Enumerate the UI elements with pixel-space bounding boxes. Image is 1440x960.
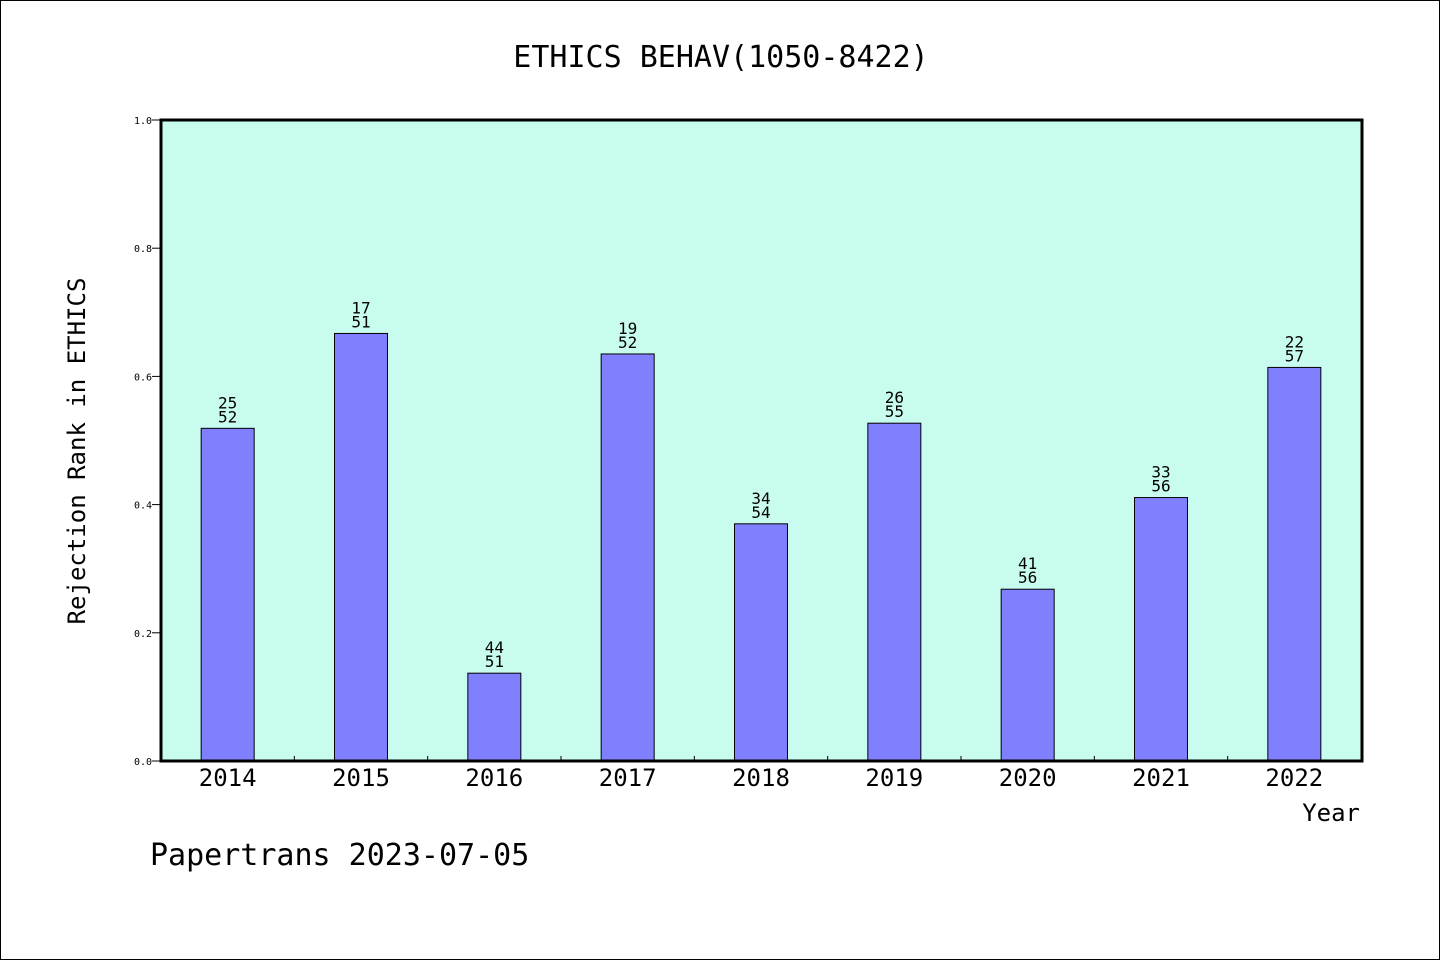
data-label-numerator: 19: [618, 319, 637, 338]
data-label-numerator: 44: [485, 638, 504, 657]
data-label-denominator: 54: [751, 503, 770, 522]
bar-2017: [600, 353, 655, 762]
plot-border: [159, 118, 1364, 763]
x-tick-label: 2015: [332, 764, 390, 792]
y-tick-label: 0.8: [134, 244, 152, 255]
footer-credit: Papertrans 2023-07-05: [150, 838, 529, 873]
y-axis-label: Rejection Rank in ETHICS: [63, 278, 91, 625]
bar-2014: [200, 427, 255, 762]
bar-2016: [467, 672, 522, 762]
x-tick-label: 2022: [1265, 764, 1323, 792]
y-tick-label: 0.0: [134, 757, 152, 768]
data-label-denominator: 56: [1018, 568, 1037, 587]
y-tick-label: 0.6: [134, 372, 152, 383]
x-tick-label: 2017: [599, 764, 657, 792]
bar-2015: [334, 332, 388, 762]
data-label-numerator: 26: [885, 388, 904, 407]
data-label-denominator: 57: [1285, 346, 1304, 365]
data-label-numerator: 34: [751, 489, 770, 508]
x-tick-label: 2018: [732, 764, 790, 792]
y-tick-label: 1.0: [134, 116, 152, 127]
x-tick-label: 2020: [999, 764, 1057, 792]
data-label-numerator: 41: [1018, 554, 1037, 573]
x-axis-label: Year: [1302, 799, 1360, 827]
x-tick-label: 2021: [1132, 764, 1190, 792]
x-tick-label: 2014: [199, 764, 257, 792]
data-label-denominator: 55: [885, 402, 904, 421]
data-label-numerator: 25: [218, 393, 237, 412]
data-label-denominator: 51: [485, 652, 504, 671]
x-axis-ticks: 2014 2015 2016 2017 2018 2019 2020 2021 2022: [199, 756, 1323, 792]
x-tick-label: 2019: [865, 764, 923, 792]
data-label-denominator: 51: [351, 312, 370, 331]
bar-2020: [1000, 588, 1055, 762]
data-label-numerator: 17: [351, 298, 370, 317]
bars-layer: [200, 332, 1322, 762]
chart-title: ETHICS BEHAV(1050-8422): [513, 40, 928, 75]
y-tick-label: 0.4: [134, 501, 152, 512]
bar-2018: [734, 523, 788, 762]
x-tick-label: 2016: [465, 764, 523, 792]
bar-2019: [867, 422, 922, 762]
y-axis-ticks: 0.0 0.2 0.4 0.6 0.8 1.0: [134, 116, 161, 768]
y-tick-label: 0.2: [134, 629, 152, 640]
data-label-denominator: 56: [1151, 477, 1170, 496]
data-label-numerator: 22: [1285, 332, 1304, 351]
bar-2022: [1267, 366, 1322, 762]
data-label-denominator: 52: [218, 407, 237, 426]
bar-2021: [1134, 497, 1188, 762]
data-label-numerator: 33: [1151, 463, 1170, 482]
data-label-denominator: 52: [618, 333, 637, 352]
